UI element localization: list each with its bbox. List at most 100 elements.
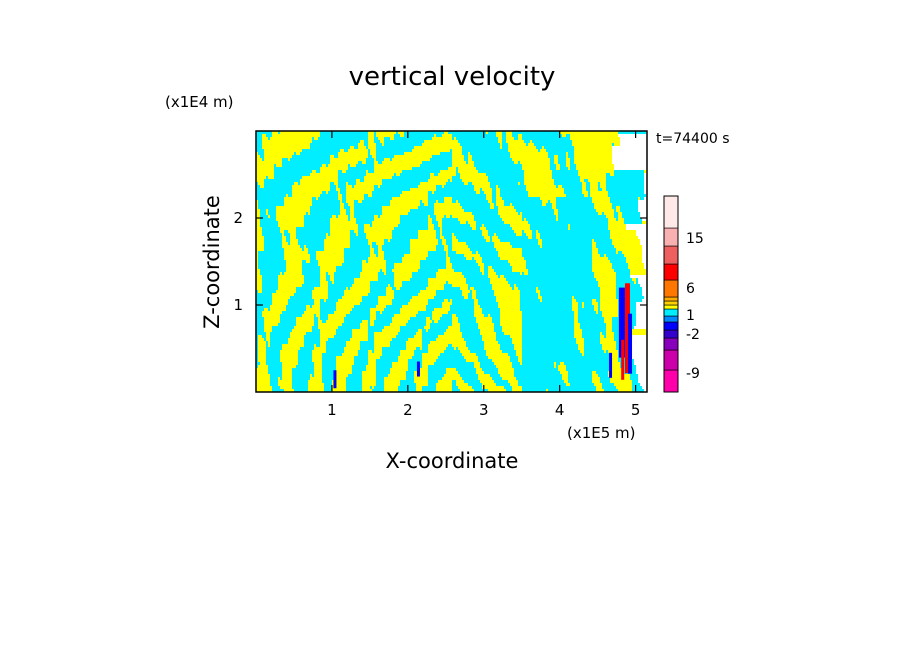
field-cell [362, 200, 390, 203]
field-cell [452, 344, 466, 347]
field-cell [604, 254, 606, 257]
field-cell [482, 257, 500, 260]
field-cell [256, 374, 270, 377]
field-cell [436, 218, 442, 221]
field-cell [430, 326, 448, 329]
field-cell [296, 236, 326, 239]
field-cell [334, 182, 338, 185]
field-cell [592, 266, 612, 269]
field-cell [374, 338, 392, 341]
field-cell [488, 200, 492, 203]
field-cell [576, 167, 614, 170]
field-cell [610, 260, 626, 263]
field-cell [536, 146, 542, 149]
field-cell [370, 320, 374, 323]
field-cell [512, 269, 528, 272]
field-cell [512, 386, 522, 389]
field-cell [378, 275, 394, 278]
field-cell [344, 149, 348, 152]
field-cell [388, 284, 390, 287]
field-cell [336, 215, 338, 218]
field-cell [428, 344, 448, 347]
field-cell [368, 149, 370, 152]
field-core [609, 352, 613, 378]
field-cell [342, 323, 360, 326]
field-cell [358, 227, 364, 230]
field-cell [278, 284, 302, 287]
field-cell [370, 281, 394, 284]
field-cell [360, 347, 374, 350]
field-cell [582, 353, 584, 356]
field-cell [452, 149, 462, 152]
field-cell [270, 377, 278, 380]
field-cell [506, 389, 512, 392]
field-cell [542, 200, 548, 203]
field-cell [592, 257, 608, 260]
field-cell [346, 380, 362, 383]
field-cell [394, 290, 420, 293]
field-cell [572, 308, 578, 311]
field-cell [492, 287, 512, 290]
field-cell [492, 197, 496, 200]
field-cell [598, 281, 616, 284]
field-cell [374, 251, 378, 254]
field-cell [476, 293, 494, 296]
field-cell [256, 344, 258, 347]
field-cell [258, 200, 284, 203]
field-cell [380, 140, 384, 143]
field-cell [402, 170, 440, 173]
field-cell [428, 251, 446, 254]
field-cell [432, 218, 436, 221]
field-cell [558, 365, 566, 368]
field-cell [434, 209, 464, 212]
field-cell [644, 170, 646, 173]
field-cell [256, 254, 258, 257]
field-cell [256, 293, 272, 296]
field-cell [498, 341, 512, 344]
field-cell [540, 299, 542, 302]
field-cell [426, 287, 444, 290]
field-cell [590, 188, 598, 191]
field-cell [352, 284, 370, 287]
field-cell [346, 377, 362, 380]
field-cell [304, 245, 306, 248]
field-cell [472, 293, 476, 296]
field-cell [462, 206, 490, 209]
field-cell [572, 140, 620, 143]
field-cell [542, 239, 592, 242]
field-cell [628, 266, 644, 269]
field-cell [320, 266, 336, 269]
field-cell [582, 185, 586, 188]
field-cell [556, 218, 558, 221]
field-cell [392, 158, 430, 161]
field-cell [410, 317, 426, 320]
field-cell [298, 359, 312, 362]
field-cell [578, 347, 584, 350]
field-cell [368, 170, 374, 173]
field-cell [452, 176, 460, 179]
field-cell [382, 206, 418, 209]
field-cell [384, 383, 400, 386]
field-cell [440, 233, 442, 236]
field-cell [410, 251, 428, 254]
field-cell [320, 170, 338, 173]
field-cell [592, 245, 596, 248]
field-cell [400, 221, 428, 224]
field-cell [466, 359, 478, 362]
field-cell [256, 230, 262, 233]
field-cell [312, 290, 328, 293]
field-cell [384, 251, 410, 254]
field-cell [452, 161, 466, 164]
field-cell [262, 143, 310, 146]
field-cell [474, 185, 490, 188]
field-cell [256, 176, 266, 179]
field-cell [288, 242, 290, 245]
colorbar-label: -2 [686, 327, 700, 343]
field-cell [350, 239, 368, 242]
field-cell [512, 134, 518, 137]
field-cell [476, 353, 486, 356]
field-cell [394, 227, 428, 230]
field-cell [452, 239, 458, 242]
colorbar-label: 6 [686, 281, 695, 297]
field-cell [350, 338, 368, 341]
